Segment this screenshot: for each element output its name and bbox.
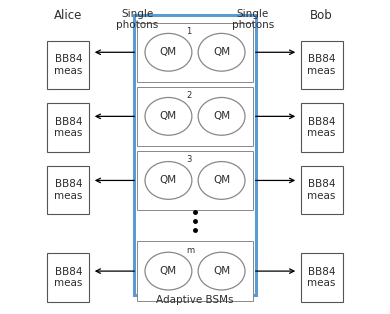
Bar	[301, 103, 343, 152]
Bar	[137, 23, 253, 82]
Ellipse shape	[145, 252, 192, 290]
Text: QM: QM	[213, 111, 230, 121]
Bar	[47, 41, 89, 89]
Text: QM: QM	[160, 111, 177, 121]
Text: BB84
meas: BB84 meas	[307, 179, 336, 201]
Bar	[134, 15, 256, 295]
Bar	[301, 41, 343, 89]
Bar	[47, 103, 89, 152]
Text: Adaptive BSMs: Adaptive BSMs	[156, 295, 234, 306]
Text: QM: QM	[160, 47, 177, 57]
Text: QM: QM	[213, 176, 230, 186]
Text: BB84
meas: BB84 meas	[54, 116, 83, 138]
Text: m: m	[186, 246, 194, 255]
Ellipse shape	[198, 252, 245, 290]
Ellipse shape	[198, 33, 245, 71]
Bar	[137, 151, 253, 210]
Bar	[301, 253, 343, 301]
Bar	[47, 165, 89, 214]
Text: Single
photons: Single photons	[232, 8, 274, 30]
Text: BB84
meas: BB84 meas	[54, 54, 83, 76]
Text: BB84
meas: BB84 meas	[307, 267, 336, 288]
Text: QM: QM	[160, 176, 177, 186]
Text: Bob: Bob	[310, 8, 333, 22]
Ellipse shape	[145, 97, 192, 135]
Text: 2: 2	[186, 91, 191, 100]
Text: QM: QM	[213, 266, 230, 276]
Bar	[137, 87, 253, 146]
Ellipse shape	[198, 97, 245, 135]
Text: Single
photons: Single photons	[116, 8, 158, 30]
Bar	[47, 253, 89, 301]
Text: Alice: Alice	[54, 8, 83, 22]
Ellipse shape	[145, 162, 192, 199]
Ellipse shape	[198, 162, 245, 199]
Text: BB84
meas: BB84 meas	[54, 179, 83, 201]
Text: BB84
meas: BB84 meas	[307, 54, 336, 76]
Bar	[301, 165, 343, 214]
Text: BB84
meas: BB84 meas	[54, 267, 83, 288]
Ellipse shape	[145, 33, 192, 71]
Text: 1: 1	[186, 27, 191, 36]
Text: BB84
meas: BB84 meas	[307, 116, 336, 138]
Text: 3: 3	[186, 155, 191, 165]
Bar	[137, 241, 253, 301]
Text: QM: QM	[213, 47, 230, 57]
Text: QM: QM	[160, 266, 177, 276]
